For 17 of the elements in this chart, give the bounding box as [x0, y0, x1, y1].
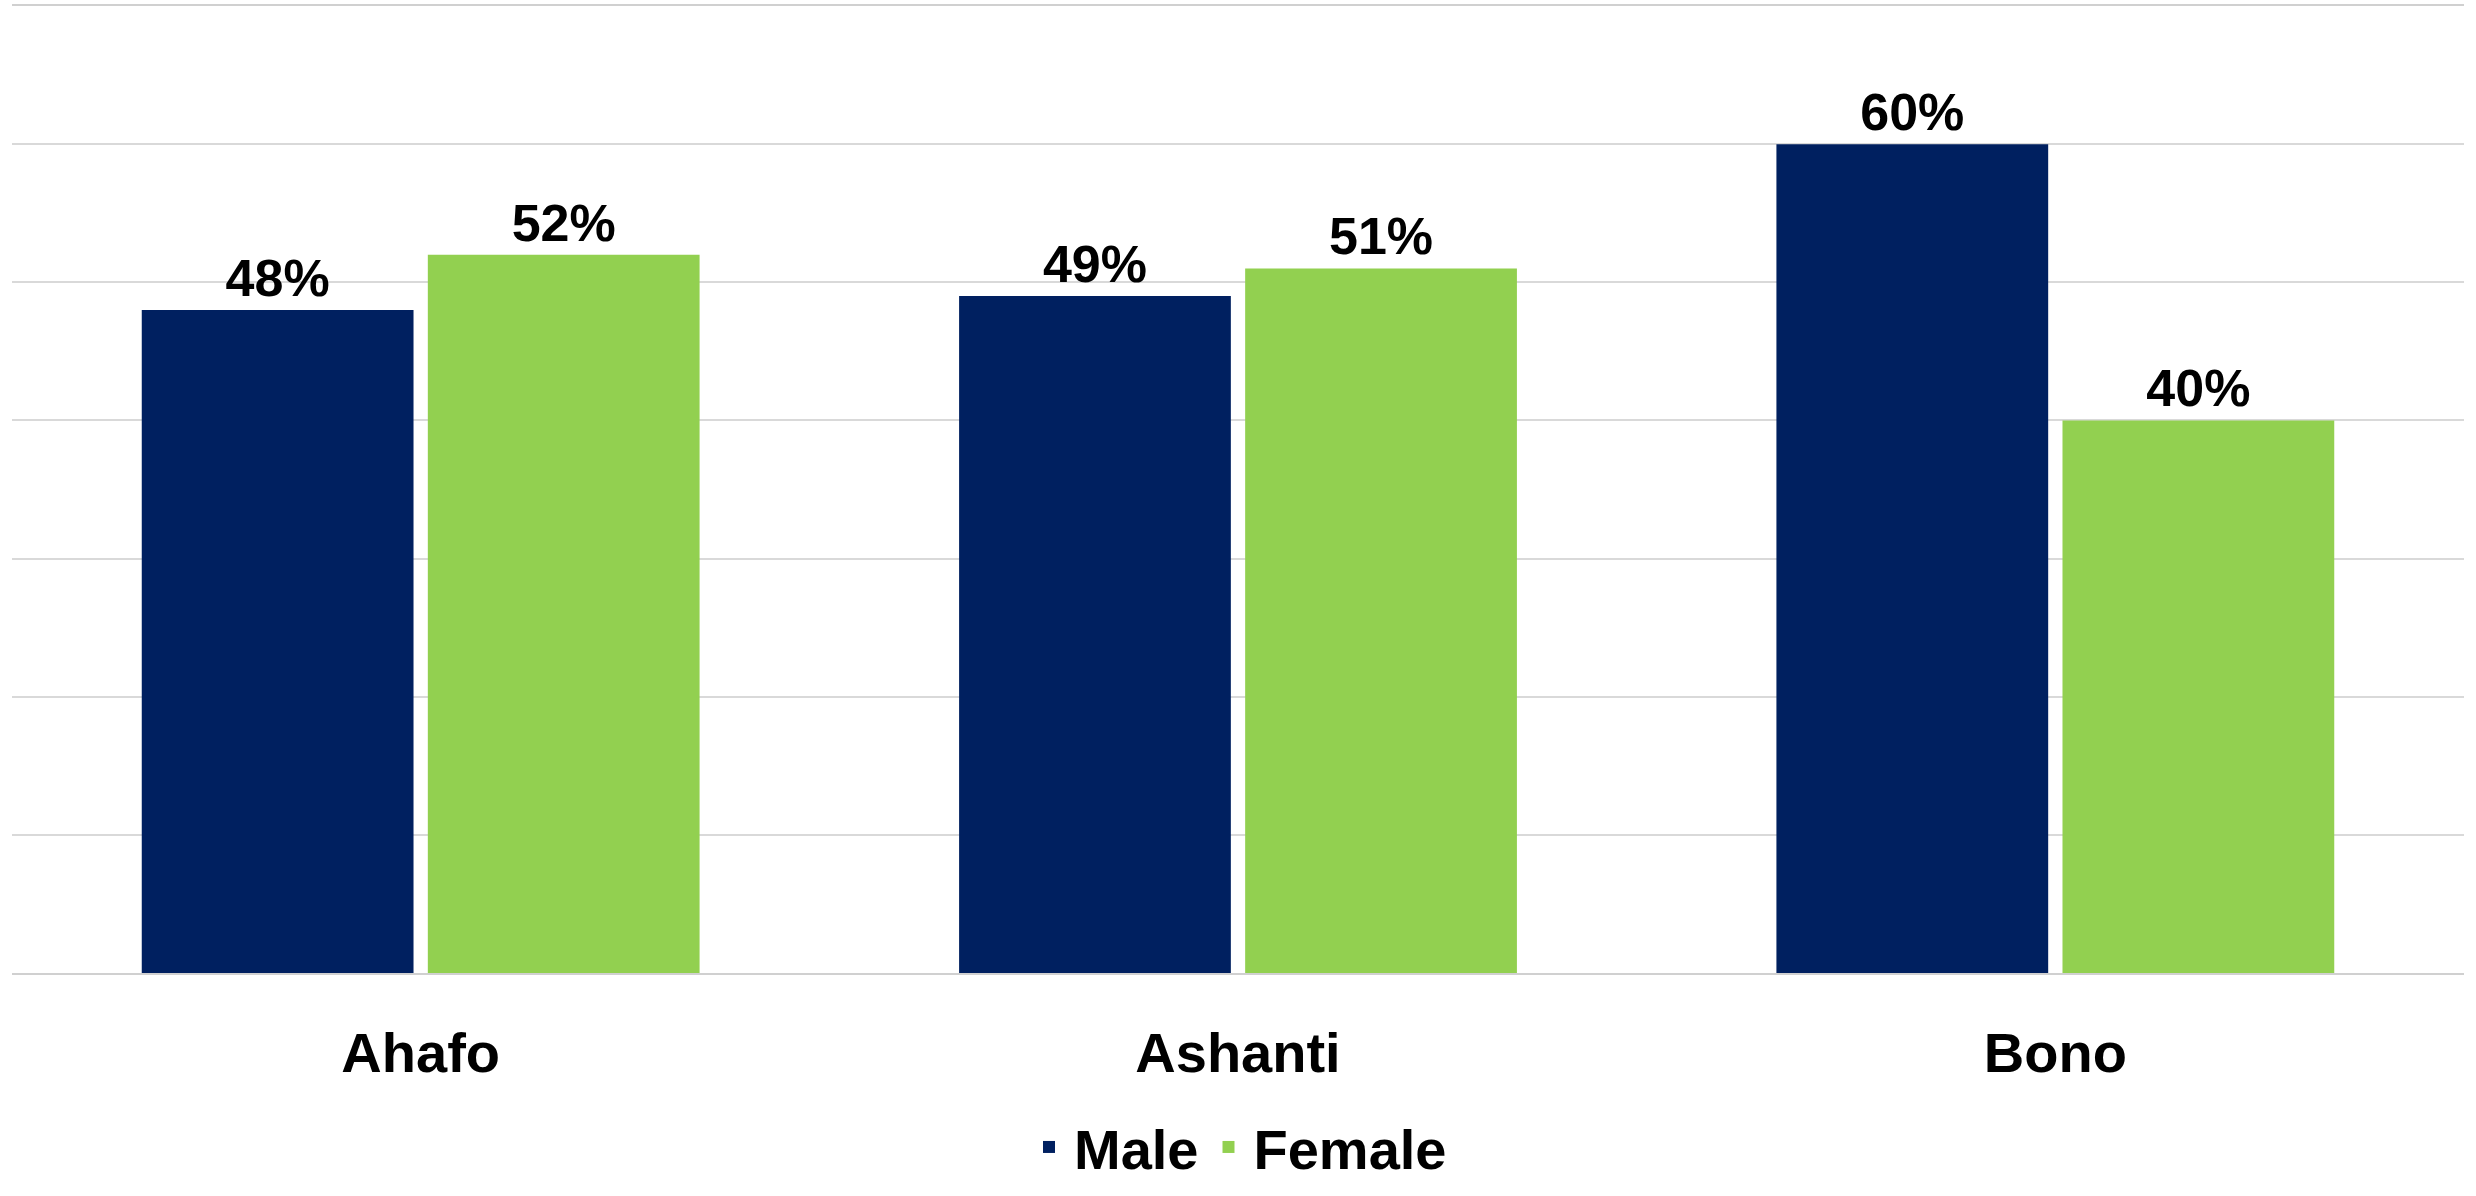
legend-label: Female: [1253, 1117, 1447, 1181]
bar: [1245, 268, 1517, 973]
x-tick-label: Ashanti: [1135, 1021, 1341, 1085]
data-label: 52%: [511, 193, 616, 252]
bar: [959, 296, 1231, 973]
x-tick-label: Ahafo: [341, 1021, 500, 1085]
data-label: 48%: [225, 248, 330, 307]
x-tick-label: Bono: [1983, 1021, 2127, 1085]
data-label: 40%: [2146, 359, 2251, 418]
bar: [141, 309, 414, 973]
legend-label: Male: [1074, 1117, 1199, 1181]
bar: [427, 254, 700, 973]
bar: [2062, 420, 2335, 973]
bar: [1776, 144, 2049, 973]
data-label: 51%: [1329, 207, 1434, 266]
data-label: 49%: [1042, 235, 1148, 294]
data-label: 60%: [1860, 83, 1965, 142]
